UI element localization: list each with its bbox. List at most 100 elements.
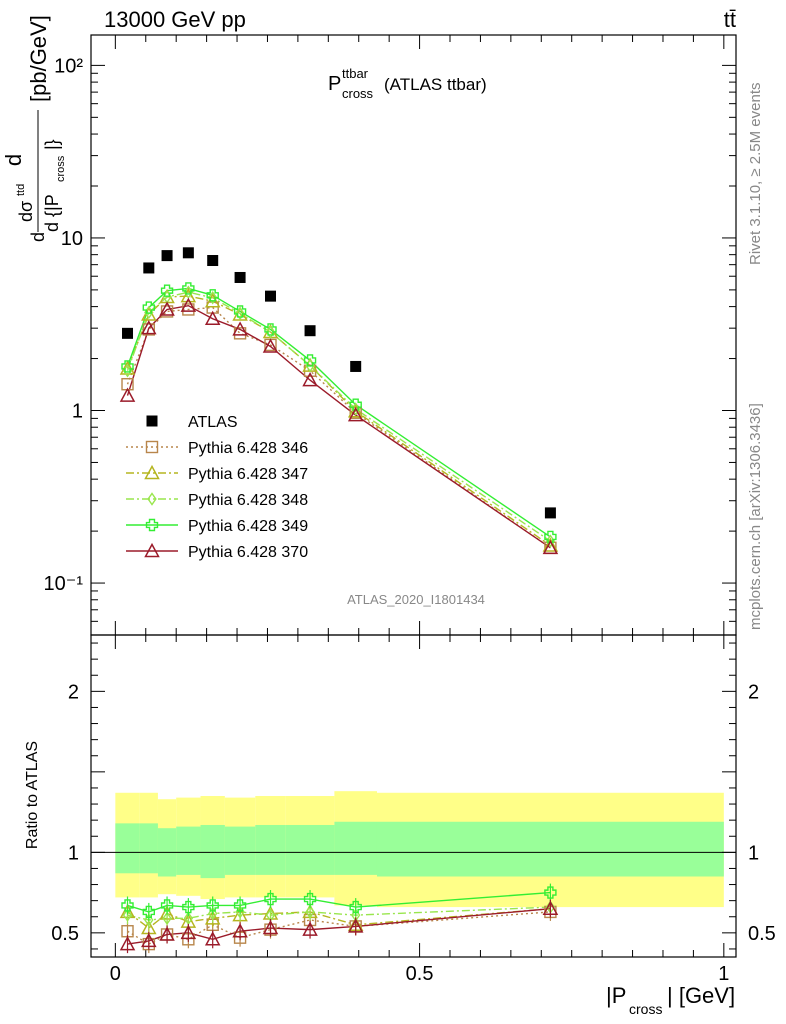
ratio-point-pythia-6-428-349: [142, 905, 156, 919]
legend-label-pythia-6-428-349: Pythia 6.428 349: [188, 518, 308, 535]
legend-marker-pythia-6-428-348: [147, 492, 157, 506]
main-point-pythia-6-428-349: [264, 323, 277, 336]
ratio-line-pythia-6-428-370: [127, 908, 551, 945]
ratio-point-pythia-6-428-348: [122, 908, 133, 922]
legend-marker-pythia-6-428-346: [145, 440, 159, 454]
ratio-point-pythia-6-428-349: [349, 900, 362, 914]
legend-label-pythia-6-428-348: Pythia 6.428 348: [188, 492, 308, 509]
ratio-point-pythia-6-428-370: [542, 900, 559, 915]
axis-ticks: [91, 35, 736, 957]
legend-marker-pythia-6-428-349: [145, 518, 159, 532]
svg-text:cross: cross: [342, 86, 374, 101]
svg-text:|}: |}: [42, 139, 62, 150]
svg-text:cross: cross: [629, 1001, 662, 1017]
ratio-point-pythia-6-428-370: [262, 919, 279, 935]
ratio-point-pythia-6-428-370: [141, 932, 157, 948]
ratio-point-pythia-6-428-347: [204, 910, 221, 925]
legend-label-pythia-6-428-346: Pythia 6.428 346: [188, 440, 308, 457]
inner-band-bin: [176, 826, 201, 875]
main-point-pythia-6-428-348: [207, 291, 218, 305]
legend-label-pythia-6-428-347: Pythia 6.428 347: [188, 466, 308, 483]
ratio-point-pythia-6-428-349: [303, 892, 317, 906]
x-tick-label: 0: [110, 963, 121, 985]
main-point-pythia-6-428-349: [182, 282, 195, 295]
plot-title: P ttbar cross (ATLAS ttbar): [328, 66, 487, 101]
inner-band-bin: [334, 821, 377, 875]
main-point-pythia-6-428-347: [204, 293, 221, 308]
ratio-point-pythia-6-428-348: [144, 913, 154, 927]
ratio-point-pythia-6-428-348: [207, 906, 218, 921]
inner-band-bin: [376, 821, 724, 877]
ratio-line-pythia-6-428-348: [127, 906, 551, 921]
main-point-pythia-6-428-349: [544, 530, 557, 544]
energy-label: 13000 GeV pp: [104, 7, 246, 32]
main-y-tick-label: 10²: [54, 55, 83, 77]
svg-text:dσ: dσ: [16, 201, 36, 222]
main-point-pythia-6-428-349: [206, 289, 219, 302]
main-point-pythia-6-428-370: [542, 539, 559, 555]
ratio-y-tick-label-right: 0.5: [748, 923, 776, 945]
main-point-atlas: [234, 271, 246, 283]
ratio-point-pythia-6-428-370: [119, 936, 136, 951]
main-point-pythia-6-428-370: [204, 310, 221, 326]
main-point-pythia-6-428-370: [262, 338, 279, 353]
main-point-pythia-6-428-347: [119, 360, 136, 375]
main-point-atlas: [265, 290, 277, 302]
plot-frames: [90, 34, 737, 958]
x-tick-label: 0.5: [406, 963, 434, 985]
ratio-point-pythia-6-428-370: [302, 921, 318, 936]
main-point-atlas: [182, 247, 194, 259]
legend-label-pythia-6-428-370: Pythia 6.428 370: [188, 544, 308, 561]
ratio-y-tick-label: 1: [68, 842, 79, 864]
svg-text:| [GeV]: | [GeV]: [667, 983, 735, 1008]
svg-text:P: P: [328, 73, 341, 95]
tick-labels: 10⁻¹ 1 10 10² 0.5 0.5 1 1 2 2 0 0.5 1: [44, 55, 776, 985]
main-point-pythia-6-428-349: [233, 305, 247, 318]
main-line-pythia-6-428-348: [126, 291, 551, 542]
inner-band-bin: [200, 824, 225, 879]
ratio-point-pythia-6-428-348: [162, 911, 172, 926]
main-point-pythia-6-428-370: [302, 372, 318, 387]
main-point-pythia-6-428-349: [121, 360, 134, 373]
main-point-pythia-6-428-349: [142, 301, 156, 314]
svg-text:ttbar: ttbar: [342, 66, 369, 81]
process-label: tt̄: [724, 7, 736, 32]
x-axis-label: |P cross | [GeV]: [606, 983, 735, 1017]
main-point-pythia-6-428-370: [180, 297, 197, 312]
ratio-point-pythia-6-428-349: [182, 900, 195, 914]
main-point-pythia-6-428-349: [349, 398, 362, 411]
inner-band-bin: [224, 826, 256, 875]
ratio-point-pythia-6-428-349: [264, 892, 277, 906]
ratio-y-tick-label-right: 1: [748, 842, 759, 864]
ratio-point-pythia-6-428-349: [121, 899, 134, 912]
main-point-pythia-6-428-370: [119, 387, 136, 402]
legend-marker-atlas: [146, 415, 158, 427]
main-point-pythia-6-428-346: [160, 305, 174, 318]
ratio-y-tick-label: 0.5: [51, 923, 79, 945]
svg-text:d: d: [1, 154, 26, 166]
ratio-line-pythia-6-428-349: [127, 891, 551, 913]
main-point-atlas: [207, 255, 219, 267]
ratio-point-pythia-6-428-370: [159, 926, 175, 941]
side-label-top: Rivet 3.1.10, ≥ 2.5M events: [747, 83, 764, 266]
main-line-pythia-6-428-347: [126, 295, 551, 547]
main-point-atlas: [304, 325, 316, 337]
legend-label-atlas: ATLAS: [188, 414, 238, 431]
ratio-point-pythia-6-428-370: [180, 924, 197, 940]
main-point-atlas: [122, 327, 134, 339]
svg-text:ttd: ttd: [15, 184, 27, 196]
ratio-point-pythia-6-428-349: [160, 899, 174, 912]
ratio-panel-frame: [90, 634, 737, 958]
inner-band-bin: [285, 824, 335, 875]
x-tick-label: 1: [718, 963, 729, 985]
main-point-pythia-6-428-348: [235, 306, 245, 321]
main-y-axis-label: d d dσ ttd d {|P cross |} [pb/GeV]: [1, 15, 67, 242]
ratio-point-pythia-6-428-349: [544, 886, 557, 899]
main-point-pythia-6-428-370: [347, 407, 364, 422]
svg-text:d {|P: d {|P: [42, 194, 62, 232]
svg-text:cross: cross: [55, 155, 67, 182]
inner-band-bin: [255, 824, 286, 875]
legend-marker-pythia-6-428-370: [144, 542, 160, 558]
inner-band-bin: [115, 823, 140, 874]
svg-text:|P: |P: [606, 983, 626, 1008]
